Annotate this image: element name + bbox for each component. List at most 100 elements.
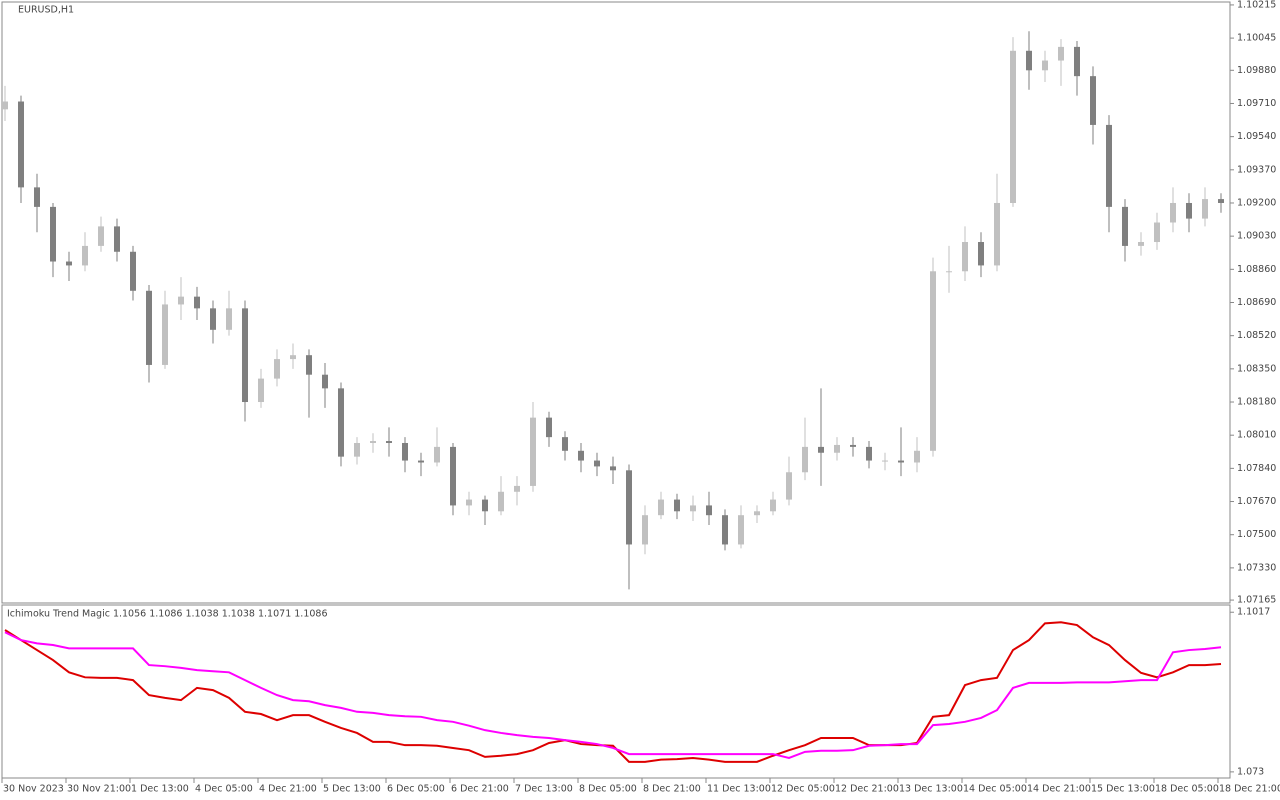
candle-body — [866, 446, 872, 461]
candle-body — [2, 101, 8, 110]
candle-body — [754, 511, 760, 516]
y-tick-label: 1.07330 — [1237, 562, 1276, 573]
candle-body — [418, 460, 424, 463]
candle-body — [1058, 46, 1064, 61]
indicator-label: Ichimoku Trend Magic 1.1056 1.1086 1.103… — [7, 609, 328, 620]
y-tick-label: 1.09540 — [1237, 131, 1276, 142]
x-tick-label: 12 Dec 05:00 — [771, 784, 835, 795]
x-tick-label: 18 Dec 21:00 — [1219, 784, 1280, 795]
x-tick-label: 11 Dec 13:00 — [707, 784, 771, 795]
candle-body — [738, 515, 744, 545]
candle-body — [34, 187, 40, 207]
indicator-line — [4, 621, 1222, 763]
candle-body — [386, 441, 392, 443]
candle-body — [834, 444, 840, 453]
candle-body — [450, 446, 456, 506]
candle-body — [962, 242, 968, 272]
candle-body — [690, 505, 696, 512]
candle-body — [642, 515, 648, 545]
candle-body — [914, 450, 920, 463]
x-tick-label: 14 Dec 21:00 — [1027, 784, 1091, 795]
candle-body — [338, 388, 344, 457]
candle-body — [322, 374, 328, 389]
candle-body — [434, 446, 440, 463]
y-tick-label: 1.09370 — [1237, 164, 1276, 175]
indicator-line — [4, 631, 1222, 760]
candle-body — [1106, 124, 1112, 207]
candle-body — [482, 499, 488, 512]
candle-body — [466, 499, 472, 506]
x-tick-label: 12 Dec 21:00 — [835, 784, 899, 795]
candle-body — [546, 417, 552, 438]
y-tick-label: 1.08010 — [1237, 430, 1276, 441]
candle-body — [402, 442, 408, 461]
candle-body — [930, 271, 936, 451]
candle-body — [258, 378, 264, 403]
candle-body — [1074, 46, 1080, 77]
x-tick-label: 30 Nov 2023 — [3, 784, 64, 795]
y-tick-label: 1.073 — [1237, 766, 1264, 777]
x-tick-label: 5 Dec 13:00 — [323, 784, 381, 795]
candle-body — [1122, 206, 1128, 246]
y-tick-label: 1.07165 — [1237, 595, 1276, 606]
candle-body — [1042, 60, 1048, 71]
candle-body — [50, 206, 56, 262]
x-tick-label: 1 Dec 13:00 — [131, 784, 189, 795]
candle-body — [1202, 199, 1208, 219]
candle-body — [562, 437, 568, 451]
candle-body — [626, 470, 632, 545]
y-tick-label: 1.08520 — [1237, 330, 1276, 341]
y-tick-label: 1.08350 — [1237, 363, 1276, 374]
candle-body — [722, 515, 728, 545]
y-tick-label: 1.09880 — [1237, 65, 1276, 76]
candle-body — [1170, 202, 1176, 223]
candle-body — [578, 450, 584, 461]
x-tick-label: 14 Dec 05:00 — [963, 784, 1027, 795]
x-tick-label: 15 Dec 13:00 — [1091, 784, 1155, 795]
candle-body — [978, 242, 984, 266]
y-tick-label: 1.10215 — [1237, 0, 1276, 10]
candle-body — [898, 460, 904, 463]
candle-body — [1010, 50, 1016, 203]
candle-body — [194, 296, 200, 309]
candle-body — [674, 499, 680, 512]
candle-body — [770, 499, 776, 512]
candle-body — [82, 245, 88, 266]
candle-body — [1026, 50, 1032, 71]
main-pane — [1, 1, 1231, 604]
candle-body — [706, 505, 712, 516]
x-tick-label: 4 Dec 21:00 — [259, 784, 317, 795]
candle-body — [658, 499, 664, 516]
candle-body — [1218, 199, 1224, 203]
x-tick-label: 7 Dec 13:00 — [515, 784, 573, 795]
symbol-label: EURUSD,H1 — [18, 5, 74, 16]
candle-body — [1186, 202, 1192, 219]
candle-body — [370, 441, 376, 443]
y-tick-label: 1.09710 — [1237, 98, 1276, 109]
candle-body — [114, 226, 120, 252]
candle-body — [98, 226, 104, 246]
candle-body — [994, 202, 1000, 266]
candle-body — [178, 296, 184, 305]
x-tick-label: 8 Dec 05:00 — [579, 784, 637, 795]
y-tick-label: 1.07840 — [1237, 463, 1276, 474]
candle-body — [274, 359, 280, 379]
candle-body — [210, 308, 216, 330]
candle-body — [290, 355, 296, 360]
x-tick-label: 30 Nov 21:00 — [67, 784, 131, 795]
candle-body — [530, 417, 536, 486]
candle-body — [162, 304, 168, 365]
candle-body — [226, 308, 232, 330]
x-tick-label: 6 Dec 05:00 — [387, 784, 445, 795]
candle-body — [946, 271, 952, 273]
candle-body — [610, 466, 616, 471]
x-tick-label: 6 Dec 21:00 — [451, 784, 509, 795]
candle-body — [1154, 222, 1160, 243]
candle-body — [850, 444, 856, 447]
y-tick-label: 1.09030 — [1237, 231, 1276, 242]
x-tick-label: 8 Dec 21:00 — [643, 784, 701, 795]
candle-body — [18, 101, 24, 188]
candle-body — [130, 251, 136, 291]
